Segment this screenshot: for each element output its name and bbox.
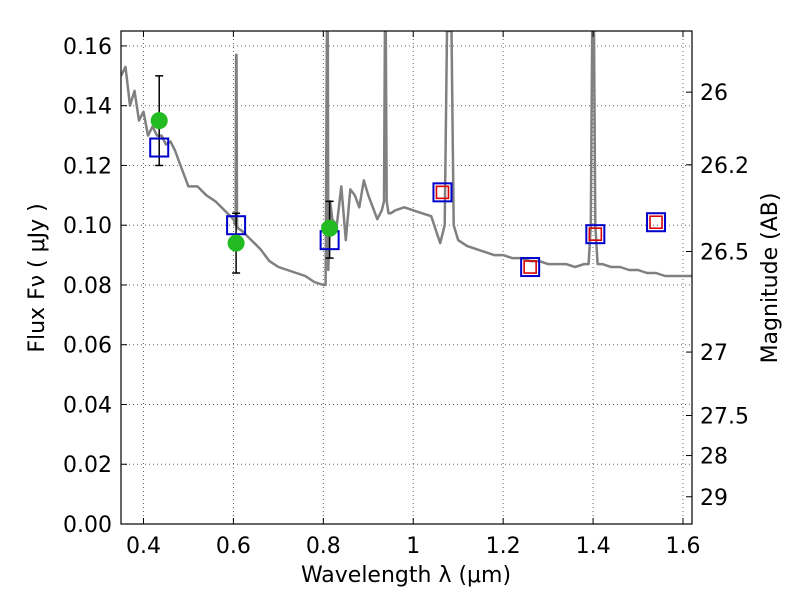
plot-frame	[120, 30, 693, 525]
y2-tick-label: 27	[700, 341, 728, 366]
x-tick-label: 0.6	[216, 534, 251, 559]
data-points-layer	[149, 75, 667, 278]
predicted-square	[523, 260, 537, 274]
y-tick-label: 0.04	[63, 393, 112, 418]
y-tick-label: 0.00	[63, 513, 112, 538]
x-tick-label: 1.2	[486, 534, 521, 559]
x-tick-label: 0.4	[126, 534, 161, 559]
y2-axis-title: Magnitude (AB)	[758, 193, 783, 364]
y-axis-title: Flux Fν ( μJy )	[25, 203, 50, 352]
y2-tick-label: 27.5	[700, 405, 749, 430]
observed-point	[321, 219, 339, 237]
model-spectrum-line	[121, 31, 692, 287]
observed-point	[150, 112, 168, 130]
model-band-square	[432, 182, 453, 203]
y-tick-label: 0.14	[63, 95, 112, 120]
y-tick-label: 0.16	[63, 35, 112, 60]
y2-tick-label: 28	[700, 445, 728, 470]
predicted-square	[435, 185, 450, 200]
x-axis-title: Wavelength λ (μm)	[301, 563, 511, 588]
x-tick-label: 0.8	[306, 534, 341, 559]
observed-point	[227, 234, 245, 252]
grid-lines	[121, 31, 692, 525]
predicted-square	[588, 227, 603, 241]
model-band-square	[520, 257, 541, 278]
model-band-square	[646, 212, 667, 233]
model-band-square	[226, 215, 247, 236]
model-band-square	[149, 137, 170, 158]
y-tick-label: 0.08	[63, 274, 112, 299]
y2-tick-label: 26.5	[700, 241, 749, 266]
model-spectrum-layer	[121, 31, 692, 287]
axis-ticks: 0.4 0.6 0.8 1 1.2 1.4 1.6 0.00 0.02 0.04 0.06 0.08 0…	[63, 31, 749, 559]
y2-tick-label: 29	[700, 486, 728, 511]
y2-tick-label: 26.2	[700, 154, 749, 179]
y-tick-label: 0.02	[63, 453, 112, 478]
x-tick-label: 1	[406, 534, 420, 559]
y-tick-label: 0.12	[63, 154, 112, 179]
x-tick-label: 1.4	[576, 534, 611, 559]
y-tick-label: 0.10	[63, 214, 112, 239]
y2-tick-label: 26	[700, 81, 728, 106]
y-tick-label: 0.06	[63, 334, 112, 359]
predicted-square	[649, 215, 663, 230]
model-band-square	[585, 224, 606, 245]
x-tick-label: 1.6	[666, 534, 701, 559]
